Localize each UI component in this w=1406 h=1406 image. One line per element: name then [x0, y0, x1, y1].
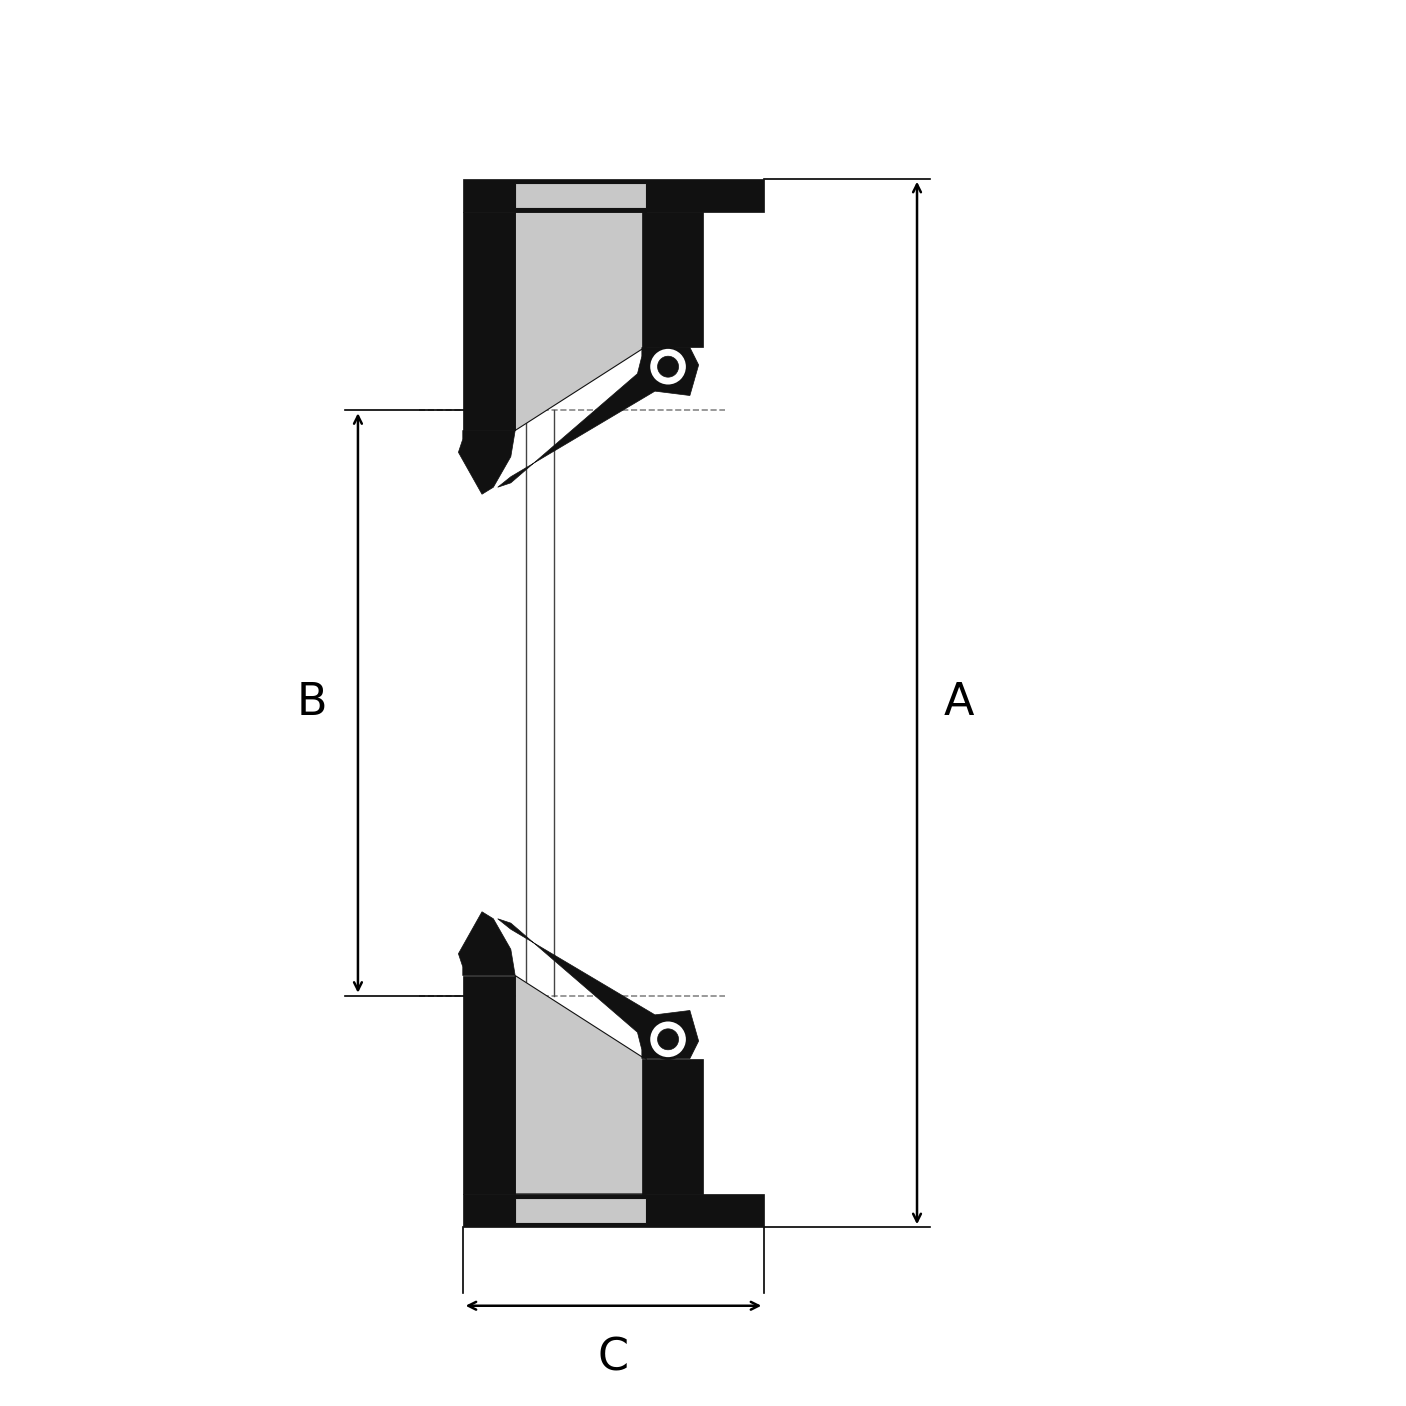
Polygon shape — [463, 1194, 763, 1227]
Circle shape — [648, 347, 688, 385]
Polygon shape — [463, 212, 515, 430]
Polygon shape — [515, 1198, 647, 1223]
Circle shape — [648, 1021, 688, 1059]
Text: A: A — [943, 682, 974, 724]
Polygon shape — [643, 212, 703, 347]
Polygon shape — [643, 1059, 703, 1194]
Text: C: C — [598, 1336, 628, 1379]
Polygon shape — [498, 918, 699, 1059]
Polygon shape — [458, 430, 515, 495]
Polygon shape — [515, 212, 647, 430]
Polygon shape — [463, 179, 763, 212]
Polygon shape — [463, 976, 515, 1194]
Polygon shape — [458, 911, 515, 976]
Polygon shape — [515, 976, 647, 1194]
Polygon shape — [498, 347, 699, 488]
Circle shape — [658, 356, 679, 377]
Text: B: B — [297, 682, 328, 724]
Circle shape — [658, 1029, 679, 1050]
Polygon shape — [515, 183, 647, 208]
